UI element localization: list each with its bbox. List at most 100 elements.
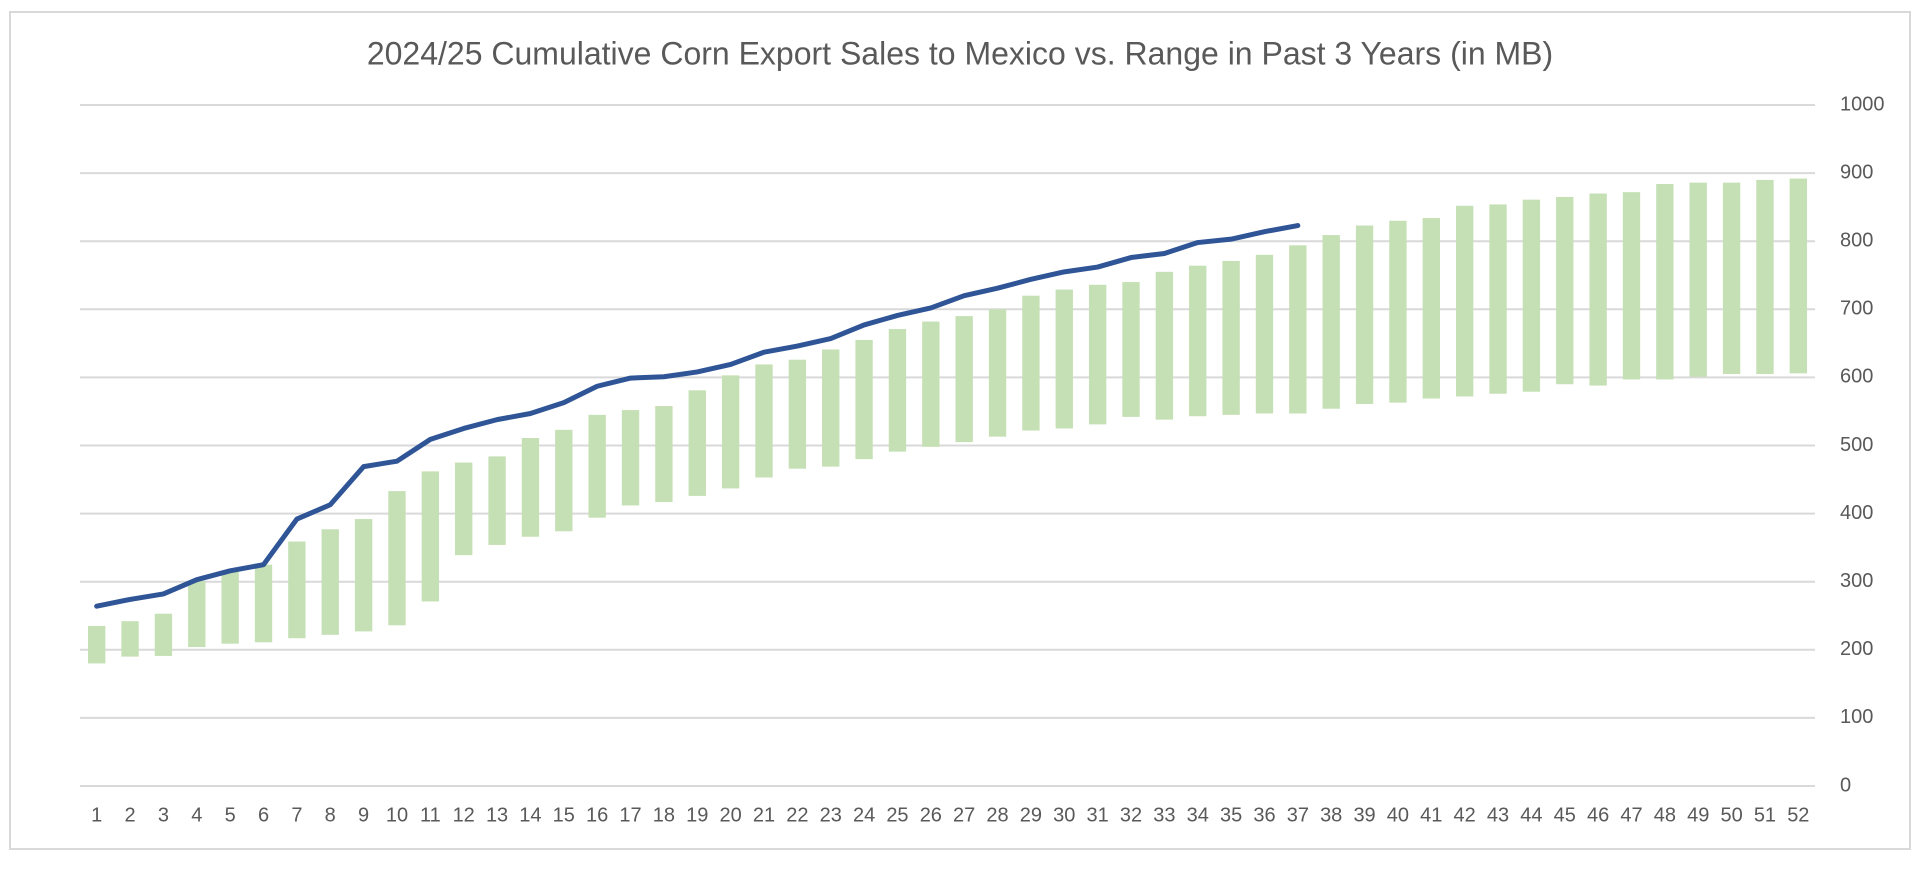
range-bar [88,625,106,664]
x-tick-label: 23 [820,804,842,826]
y-tick-label: 300 [1840,570,1873,592]
x-tick-label: 44 [1520,804,1542,826]
x-tick-label: 12 [453,804,475,826]
x-tick-label: 5 [225,804,236,826]
x-tick-label: 46 [1587,804,1609,826]
x-tick-label: 40 [1387,804,1409,826]
x-tick-label: 35 [1220,804,1242,826]
x-tick-label: 13 [486,804,508,826]
range-bar [1088,284,1107,425]
y-tick-label: 900 [1840,161,1873,183]
range-bar [521,438,540,537]
range-bar [1355,225,1374,404]
range-bar [1422,218,1440,399]
y-tick-label: 600 [1840,366,1873,388]
range-bar [154,613,173,656]
range-bar [1556,196,1574,385]
range-bar [321,529,339,635]
y-tick-label: 0 [1840,774,1851,796]
range-bar [888,329,907,452]
x-tick-label: 25 [886,804,908,826]
x-tick-label: 20 [720,804,742,826]
x-tick-label: 41 [1420,804,1442,826]
range-bar [955,316,973,443]
x-tick-label: 51 [1754,804,1776,826]
range-bar [1389,220,1407,403]
range-bar [1289,245,1307,414]
chart-title: 2024/25 Cumulative Corn Export Sales to … [367,35,1553,71]
x-tick-label: 38 [1320,804,1342,826]
x-tick-label: 21 [753,804,775,826]
x-tick-label: 49 [1687,804,1709,826]
y-tick-label: 100 [1840,706,1873,728]
x-tick-label: 7 [291,804,302,826]
range-bar [988,309,1007,437]
x-tick-label: 33 [1153,804,1175,826]
x-tick-label: 1 [91,804,102,826]
range-bar [1055,289,1073,429]
x-tick-label: 32 [1120,804,1142,826]
x-tick-label: 39 [1353,804,1375,826]
range-bar [1255,254,1274,414]
x-tick-label: 17 [619,804,641,826]
x-tick-label: 30 [1053,804,1075,826]
x-tick-label: 26 [920,804,942,826]
x-tick-label: 34 [1187,804,1209,826]
y-tick-label: 400 [1840,502,1873,524]
range-bar [1489,204,1507,394]
range-bar [688,390,706,496]
x-tick-label: 28 [986,804,1008,826]
x-tick-label: 47 [1620,804,1642,826]
range-bar [1789,178,1807,374]
range-bar [421,471,440,602]
range-bar [1756,179,1774,374]
range-bar [1522,199,1541,392]
range-bar [1022,295,1040,431]
line [94,223,1301,609]
x-tick-label: 45 [1554,804,1576,826]
range-bar [655,406,673,503]
x-tick-label: 31 [1087,804,1109,826]
x-tick-label: 24 [853,804,875,826]
x-tick-label: 19 [686,804,708,826]
range-bar [1622,192,1641,380]
range-bar [288,541,306,639]
range-bar [1689,182,1707,377]
x-tick-label: 10 [386,804,408,826]
range-bar [1155,271,1174,420]
y-tick-label: 1000 [1840,93,1885,115]
x-tick-label: 11 [420,804,441,826]
x-tick-label: 43 [1487,804,1509,826]
x-tick-label: 18 [653,804,675,826]
range-bar [121,621,139,657]
x-tick-label: 9 [358,804,369,826]
range-bar [855,339,873,460]
range-bar [621,410,640,506]
range-bar [1722,182,1741,374]
y-tick-label: 700 [1840,298,1873,320]
x-tick-label: 42 [1454,804,1476,826]
range-bar [388,491,406,626]
range-bar [822,349,840,467]
x-tick-label: 14 [519,804,541,826]
range-bar [455,462,473,556]
x-tick-label: 6 [258,804,269,826]
range-bar [588,414,606,518]
range-bar [922,321,940,447]
range-bar [1656,183,1674,380]
range-bar [1322,235,1340,409]
y-tick-label: 200 [1840,638,1873,660]
x-tick-label: 22 [786,804,808,826]
x-tick-label: 3 [158,804,169,826]
range-bar [788,359,807,469]
range-bar [755,364,773,478]
range-bar [1455,205,1474,397]
range-bar [188,581,206,648]
x-tick-label: 37 [1287,804,1309,826]
x-tick-label: 8 [325,804,336,826]
range-bar [488,456,506,545]
y-tick-label: 800 [1840,229,1873,251]
range-bar [254,564,273,643]
range-bar [1122,282,1140,417]
